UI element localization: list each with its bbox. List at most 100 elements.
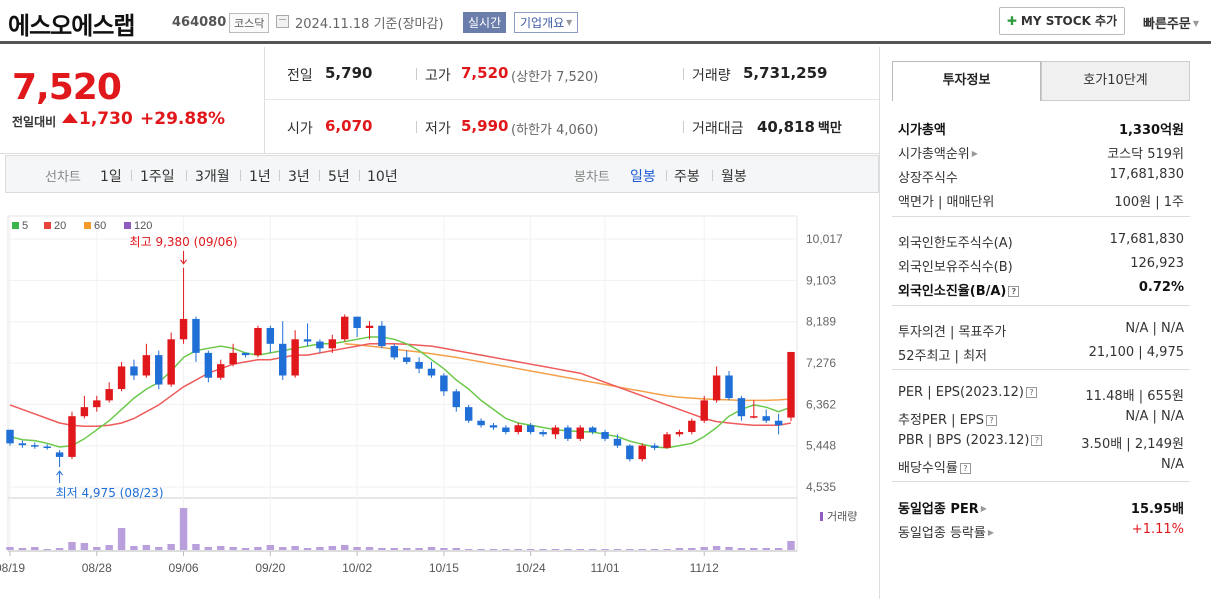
legend-swatch: [124, 222, 131, 229]
invest-row[interactable]: 시가총액순위 ▶ 코스닥 519위: [898, 143, 1184, 163]
chart-frame: [7, 215, 798, 552]
candle-body: [737, 398, 746, 417]
candle-body: [787, 351, 795, 418]
y-tick-label: 4,535: [806, 480, 836, 494]
volume-bar: [55, 548, 64, 550]
tab-order-book[interactable]: 호가10단계: [1041, 61, 1190, 101]
upper-limit: (상한가 7,520): [511, 70, 599, 85]
chevron-down-icon: ▼: [1192, 19, 1199, 28]
candle-body: [117, 366, 126, 390]
volume-bar: [291, 546, 299, 550]
x-tick-label: 11/12: [690, 561, 719, 575]
period-daily[interactable]: 일봉: [630, 169, 656, 185]
tab-investment-info[interactable]: 투자정보: [892, 61, 1041, 101]
invest-row-label: PER | EPS(2023.12)?: [898, 385, 1037, 400]
invest-row-label: PBR | BPS (2023.12)?: [898, 433, 1043, 448]
volume-bar: [130, 546, 138, 550]
volume-bar: [68, 542, 76, 550]
prev-close-value: 5,790: [325, 64, 373, 82]
price-change-percent: +29.88%: [140, 109, 226, 129]
high-annotation: 최고 9,380 (09/06): [130, 235, 238, 249]
y-tick-label: 6,362: [806, 397, 836, 411]
legend-label: 60: [94, 220, 106, 232]
invest-row[interactable]: 동일업종 PER ▶ 15.95배: [898, 498, 1184, 518]
candle-body: [192, 318, 200, 353]
volume-bar: [601, 549, 609, 550]
candle-body: [576, 427, 584, 439]
volume-bar: [762, 548, 770, 550]
help-icon[interactable]: ?: [1031, 435, 1043, 446]
quick-order-menu[interactable]: 빠른주문 ▼: [1143, 17, 1199, 32]
period-monthly[interactable]: 월봉: [721, 169, 747, 185]
period-3y[interactable]: 3년: [288, 169, 310, 185]
help-icon[interactable]: ?: [1025, 387, 1037, 398]
candle-body: [725, 375, 733, 399]
help-icon[interactable]: ?: [985, 415, 997, 426]
invest-row-value: 21,100 | 4,975: [1088, 345, 1184, 360]
invest-row-value: 0.72%: [1138, 280, 1184, 295]
candle-body: [712, 375, 721, 401]
chevron-right-icon: ▶: [987, 528, 995, 537]
volume-bar: [626, 549, 634, 550]
invest-row: 외국인소진율(B/A)? 0.72%: [898, 280, 1184, 300]
ma-line-5: [9, 336, 792, 449]
help-icon[interactable]: ?: [1008, 286, 1020, 297]
separator: [319, 170, 320, 181]
candle-body: [254, 327, 262, 356]
volume-bar: [725, 547, 733, 550]
period-bar: 선차트 1일 1주일 3개월 1년 3년 5년 10년 봉차트 일봉 주봉 월봉: [5, 155, 879, 193]
volume-bar: [303, 548, 312, 550]
invest-row-value: N/A | N/A: [1125, 409, 1184, 424]
candle-body: [440, 375, 448, 392]
realtime-badge[interactable]: 실시간: [463, 12, 507, 33]
divider: [892, 305, 1190, 306]
period-5y[interactable]: 5년: [328, 169, 350, 185]
company-overview-dropdown[interactable]: 기업개요 ▼: [514, 12, 579, 33]
candle-body: [626, 445, 634, 460]
legend-label: 20: [54, 220, 66, 232]
period-1d[interactable]: 1일: [100, 169, 122, 185]
candle-body: [688, 420, 696, 433]
volume-bar: [43, 549, 51, 550]
candle-body: [700, 400, 708, 421]
invest-row[interactable]: 동일업종 등락률 ▶ +1.11%: [898, 522, 1184, 542]
chevron-right-icon: ▶: [971, 149, 978, 158]
calendar-icon: [276, 15, 289, 28]
separator: [416, 121, 417, 133]
separator: [683, 68, 684, 80]
volume-bar: [18, 548, 27, 550]
candle-body: [526, 425, 535, 433]
volume-bar: [254, 547, 262, 550]
period-1w[interactable]: 1주일: [140, 169, 175, 185]
volume-bar: [155, 547, 163, 550]
period-3m[interactable]: 3개월: [195, 169, 230, 185]
candle-body: [539, 432, 547, 435]
period-10y[interactable]: 10년: [367, 169, 398, 185]
volume-bar: [526, 549, 535, 550]
price-chart: 10,017 9,103 8,189 7,276 6,362 5,448 4,535 08/1…: [0, 194, 879, 599]
volume-bar: [737, 548, 746, 550]
candle-body: [155, 355, 163, 385]
invest-row: PER | EPS(2023.12)? 11.48배 | 655원: [898, 385, 1184, 405]
my-stock-add-button[interactable]: ✚ MY STOCK 추가: [999, 7, 1125, 35]
candle-body: [105, 389, 113, 401]
divider: [892, 369, 1190, 370]
invest-row-label: 외국인소진율(B/A)?: [898, 280, 1020, 299]
candle-body: [6, 429, 14, 444]
help-icon[interactable]: ?: [959, 463, 971, 474]
x-tick-label: 08/28: [82, 561, 112, 575]
legend-swatch: [12, 222, 19, 229]
separator: [666, 170, 667, 181]
chevron-right-icon: ▶: [980, 504, 987, 513]
period-1y[interactable]: 1년: [249, 169, 271, 185]
invest-row-value: 11.48배 | 655원: [1085, 389, 1184, 404]
candle-body: [266, 327, 275, 344]
candle-body: [452, 391, 461, 408]
candle-body: [55, 452, 64, 457]
candle-body: [477, 420, 485, 426]
volume-label: 거래량: [692, 68, 731, 84]
candle-body: [80, 407, 89, 417]
candle-body: [675, 432, 684, 435]
period-weekly[interactable]: 주봉: [674, 169, 700, 185]
candle-body: [328, 339, 337, 349]
